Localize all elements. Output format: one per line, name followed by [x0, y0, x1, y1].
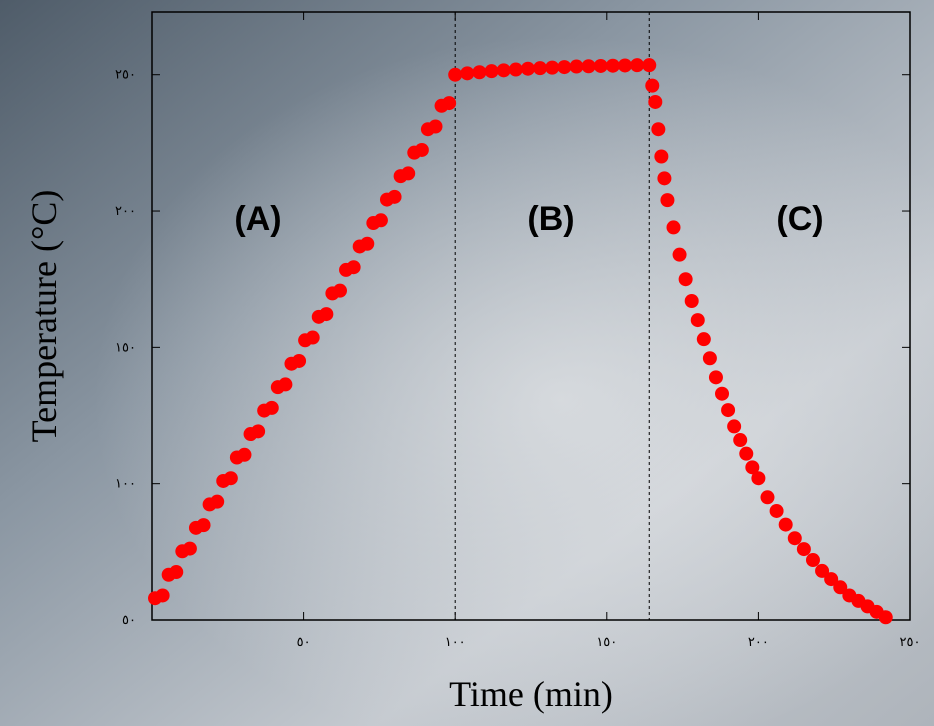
y-tick-label: ٢٠٠ — [115, 204, 136, 219]
data-point — [642, 58, 657, 73]
data-point — [648, 94, 663, 109]
data-point — [751, 471, 766, 486]
data-point — [223, 471, 238, 486]
data-point — [484, 64, 499, 79]
data-point — [545, 60, 560, 75]
data-point — [346, 260, 361, 275]
data-point — [672, 247, 687, 262]
x-axis-label: Time (min) — [449, 674, 613, 714]
data-point — [278, 377, 293, 392]
x-tick-label: ٢٥٠ — [900, 635, 921, 650]
data-point — [833, 580, 848, 595]
data-point — [210, 494, 225, 509]
y-tick-label: ٥٠ — [122, 613, 136, 628]
data-point — [387, 189, 402, 204]
data-point — [520, 61, 535, 76]
y-tick-label: ٢٥٠ — [115, 68, 136, 83]
data-point — [305, 330, 320, 345]
data-point — [169, 565, 184, 580]
x-tick-label: ١٥٠ — [596, 635, 617, 650]
data-point — [428, 119, 443, 134]
data-point — [769, 503, 784, 518]
data-point — [805, 553, 820, 568]
data-point — [557, 60, 572, 75]
data-point — [414, 142, 429, 157]
data-point — [373, 213, 388, 228]
data-point — [787, 531, 802, 546]
y-axis-label: Temperature (°C) — [24, 190, 64, 443]
data-point — [708, 370, 723, 385]
data-point — [251, 424, 266, 439]
phase-label: (B) — [527, 200, 574, 238]
data-point — [733, 433, 748, 448]
data-point — [645, 78, 660, 93]
data-point — [630, 58, 645, 73]
data-point — [702, 351, 717, 366]
data-point — [715, 386, 730, 401]
data-point — [690, 313, 705, 328]
data-point — [666, 220, 681, 235]
data-point — [727, 419, 742, 434]
x-tick-label: ٥٠ — [297, 635, 311, 650]
x-tick-label: ١٠٠ — [445, 635, 466, 650]
data-point — [155, 588, 170, 603]
data-point — [721, 403, 736, 418]
data-point — [593, 58, 608, 73]
data-point — [760, 490, 775, 505]
data-point — [651, 122, 666, 137]
data-point — [360, 236, 375, 251]
data-point — [442, 96, 457, 111]
data-point — [319, 307, 334, 322]
data-point — [460, 66, 475, 81]
data-point — [739, 446, 754, 461]
data-point — [237, 447, 252, 462]
data-point — [796, 542, 811, 557]
data-point — [678, 272, 693, 287]
data-point — [508, 62, 523, 77]
data-point — [332, 283, 347, 298]
data-point — [696, 332, 711, 347]
phase-label: (C) — [776, 200, 823, 238]
plot-frame — [151, 11, 911, 621]
data-point — [824, 572, 839, 587]
data-point — [657, 171, 672, 186]
data-point — [401, 166, 416, 181]
phase-label: (A) — [234, 200, 281, 238]
y-tick-label: ١٥٠ — [115, 340, 136, 355]
data-point — [605, 58, 620, 73]
data-point — [264, 400, 279, 415]
data-point — [660, 193, 675, 208]
data-point — [878, 610, 893, 625]
y-tick-label: ١٠٠ — [115, 477, 136, 492]
x-tick-label: ٢٠٠ — [748, 635, 769, 650]
data-point — [654, 149, 669, 164]
data-point — [196, 518, 211, 533]
data-point — [448, 67, 463, 82]
data-point — [496, 63, 511, 78]
data-point — [569, 59, 584, 74]
data-point — [581, 59, 596, 74]
data-point — [292, 353, 307, 368]
data-point — [745, 460, 760, 475]
data-point — [533, 61, 548, 76]
data-point — [684, 294, 699, 309]
data-point — [815, 563, 830, 578]
data-point — [778, 517, 793, 532]
data-point — [182, 541, 197, 556]
data-point — [617, 58, 632, 73]
data-point — [472, 65, 487, 80]
